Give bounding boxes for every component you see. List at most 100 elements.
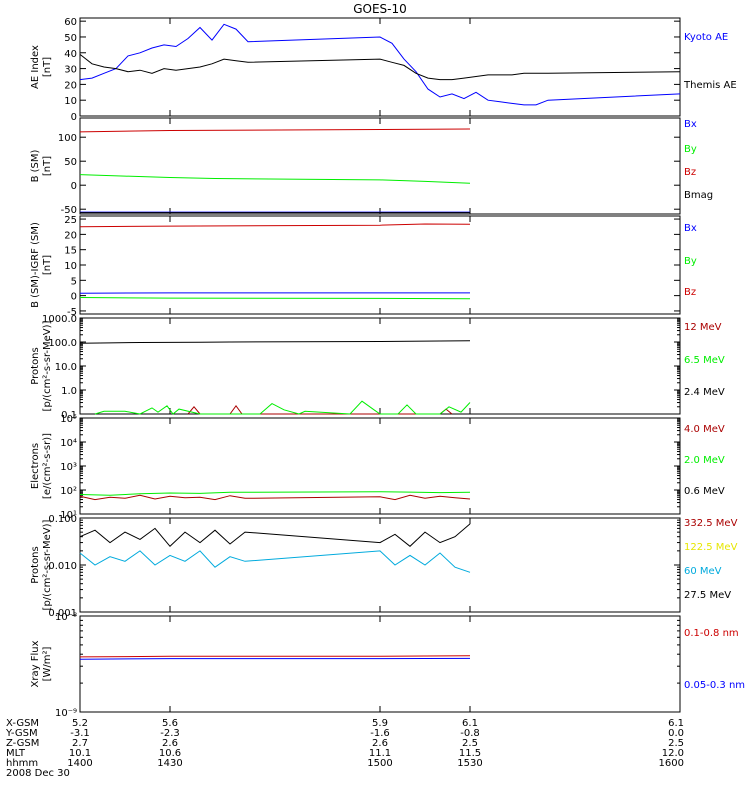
- panel-protons_low: 0.1 1.0 10.0 100.0 1000.0 Protons [p/(cm²-s-sr…: [30, 314, 725, 421]
- legend-entry: 0.1-0.8 nm: [684, 628, 739, 639]
- y-tick-label: 0.100: [48, 514, 77, 525]
- y-tick-label: 5: [71, 276, 77, 287]
- y-axis-unit: [W/m²]: [42, 646, 53, 681]
- legend-entry: 0.05-0.3 nm: [684, 680, 745, 691]
- legend-entry: 6.5 MeV: [684, 355, 725, 366]
- legend-entry: 2.0 MeV: [684, 455, 725, 466]
- panel-frame: [79, 317, 681, 415]
- y-tick-label: 50: [64, 157, 77, 168]
- ephemeris-row-label: MLT: [6, 748, 26, 759]
- ephemeris-value: 10.6: [159, 748, 181, 759]
- y-tick-label: 1000.0: [42, 314, 77, 325]
- legend-entry: Bx: [684, 223, 697, 234]
- series-line-60-mev: [79, 550, 471, 573]
- ephemeris-value: 1600: [659, 758, 684, 769]
- series-line-kyoto-ae: [79, 23, 681, 106]
- y-tick-label: 40: [64, 49, 77, 60]
- y-axis-label: Protons: [30, 546, 41, 583]
- ephemeris-value: 2.6: [372, 738, 388, 749]
- y-tick-label: 10⁵: [60, 414, 77, 425]
- legend-entry: 2.4 MeV: [684, 387, 725, 398]
- series-line-themis-ae: [79, 54, 681, 81]
- series-line-27-5-mev: [79, 523, 471, 548]
- series-line-6-5-mev: [94, 400, 471, 415]
- ephemeris-value: -0.8: [460, 728, 480, 739]
- date-label: 2008 Dec 30: [6, 768, 70, 779]
- y-tick-label: -50: [61, 205, 77, 216]
- legend-entry: Bmag: [684, 190, 713, 201]
- series-line-by: [79, 174, 471, 184]
- y-tick-label: 10⁻⁹: [55, 708, 77, 719]
- y-axis-unit: [nT]: [42, 156, 53, 176]
- x-axis-ephemeris: X-GSM 5.2 5.6 5.9 6.1 6.1 Y-GSM -3.1 -2.3 -1.6 -0.…: [5, 718, 684, 779]
- y-axis-label: Electrons: [30, 443, 41, 489]
- y-tick-label: 25: [64, 215, 77, 226]
- legend-entry: 0.6 MeV: [684, 486, 725, 497]
- y-tick-label: 1.0: [61, 386, 77, 397]
- legend-entry: 332.5 MeV: [684, 518, 738, 529]
- panel-frame: [79, 215, 681, 315]
- ephemeris-value: -1.6: [370, 728, 390, 739]
- ephemeris-value: 2.6: [162, 738, 178, 749]
- legend-entry: 12 MeV: [684, 322, 722, 333]
- legend-entry: 27.5 MeV: [684, 590, 731, 601]
- ephemeris-value: 6.1: [668, 718, 684, 729]
- legend-entry: 122.5 MeV: [684, 542, 738, 553]
- y-tick-label: 0.010: [48, 561, 77, 572]
- y-axis-label: B (SM)-IGRF (SM): [30, 222, 41, 308]
- ephemeris-value: 10.1: [69, 748, 91, 759]
- series-line-bz: [79, 223, 471, 228]
- y-tick-label: 10⁻⁸: [55, 612, 77, 623]
- ephemeris-row-label: X-GSM: [6, 718, 39, 729]
- y-tick-label: 60: [64, 17, 77, 28]
- y-tick-label: 10²: [60, 486, 77, 497]
- y-tick-label: 0.001: [48, 608, 77, 619]
- legend-entry: 4.0 MeV: [684, 424, 725, 435]
- y-tick-label: 50: [64, 33, 77, 44]
- y-axis-unit: [e/(cm²-s-sr)]: [42, 433, 53, 499]
- legend-entry: Themis AE: [683, 80, 737, 91]
- legend-entry: Bx: [684, 119, 697, 130]
- y-tick-label: 100: [58, 133, 77, 144]
- y-axis-label: Protons: [30, 347, 41, 384]
- y-tick-label: 10: [64, 96, 77, 107]
- ephemeris-value: 1430: [157, 758, 182, 769]
- panel-electrons: 10¹ 10² 10³ 10⁴ 10⁵ Electrons [e/(cm²-s-sr)] 4.…: [30, 414, 725, 521]
- y-axis-unit: [p/(cm²-s-sr-MeV)]: [42, 320, 53, 411]
- y-axis-unit: [p/(cm²-s-sr-MeV)]: [42, 519, 53, 610]
- panel-b_sm: -50 0 50 100 B (SM) [nT] Bx By Bz Bmag: [30, 117, 713, 216]
- ephemeris-value: -3.1: [70, 728, 90, 739]
- y-tick-label: 0: [71, 112, 77, 123]
- ephemeris-value: 11.5: [459, 748, 481, 759]
- ephemeris-value: 5.9: [372, 718, 388, 729]
- legend-entry: 60 MeV: [684, 566, 722, 577]
- y-axis-label: AE Index: [30, 45, 41, 89]
- ephemeris-row-label: hhmm: [6, 758, 38, 769]
- ephemeris-value: 5.6: [162, 718, 178, 729]
- panel-ae: 0 10 20 30 40 50 60 AE Index [nT] Kyoto AE Themis …: [30, 17, 737, 123]
- ephemeris-value: 1400: [67, 758, 92, 769]
- series-line-0-05-0-3-nm: [79, 657, 471, 660]
- ephemeris-value: 12.0: [662, 748, 684, 759]
- panel-xray: 10⁻⁹ 10⁻⁸ Xray Flux [W/m²] 0.1-0.8 nm 0.05-0.…: [30, 612, 745, 719]
- ephemeris-value: 11.1: [369, 748, 391, 759]
- y-tick-label: 0: [71, 292, 77, 303]
- legend-entry: Bz: [684, 287, 696, 298]
- y-tick-label: 30: [64, 65, 77, 76]
- panel-b_igrf: -5 0 5 10 15 20 25 B (SM)-IGRF (SM) [nT] Bx By Bz: [30, 215, 697, 318]
- y-tick-label: 10: [64, 261, 77, 272]
- y-tick-label: 20: [64, 80, 77, 91]
- series-line-by: [79, 297, 471, 300]
- series-line-4-0-mev: [79, 494, 471, 501]
- panel-frame: [79, 517, 681, 613]
- legend-entry: By: [684, 256, 697, 267]
- legend-entry: Bz: [684, 167, 696, 178]
- y-axis-label: Xray Flux: [30, 640, 41, 687]
- ephemeris-value: 0.0: [668, 728, 684, 739]
- chart-title: GOES-10: [353, 2, 407, 16]
- y-tick-label: 0: [71, 181, 77, 192]
- panel-frame: [79, 17, 681, 117]
- panel-frame: [79, 615, 681, 713]
